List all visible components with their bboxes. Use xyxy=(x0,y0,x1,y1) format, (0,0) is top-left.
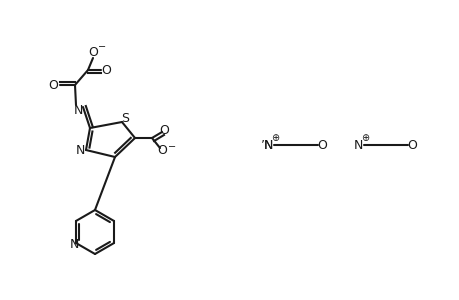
Text: ’N: ’N xyxy=(261,139,274,152)
Text: O: O xyxy=(406,139,416,152)
Text: −: − xyxy=(98,42,106,52)
Text: ⊕: ⊕ xyxy=(360,133,368,143)
Text: N: N xyxy=(69,238,78,250)
Text: N: N xyxy=(75,143,84,157)
Text: S: S xyxy=(121,112,129,124)
Text: O: O xyxy=(101,64,111,76)
Text: N: N xyxy=(73,103,83,116)
Text: O: O xyxy=(88,46,98,59)
Text: O: O xyxy=(159,124,168,136)
Text: N: N xyxy=(353,139,362,152)
Text: O: O xyxy=(48,79,58,92)
Text: ⊕: ⊕ xyxy=(270,133,279,143)
Text: O: O xyxy=(157,143,167,157)
Text: −: − xyxy=(168,142,176,152)
Text: O: O xyxy=(316,139,326,152)
Text: N: N xyxy=(263,139,272,152)
